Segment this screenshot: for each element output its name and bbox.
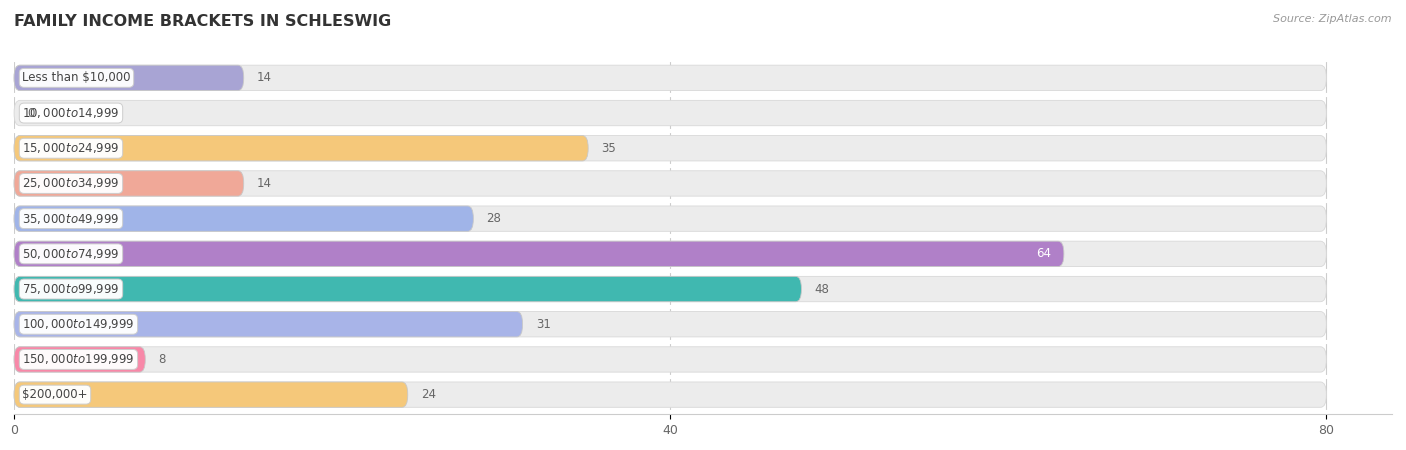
Text: 28: 28 xyxy=(486,212,502,225)
FancyBboxPatch shape xyxy=(14,241,1326,266)
FancyBboxPatch shape xyxy=(14,171,1326,196)
Text: $25,000 to $34,999: $25,000 to $34,999 xyxy=(22,176,120,190)
FancyBboxPatch shape xyxy=(14,311,523,337)
Text: 48: 48 xyxy=(814,283,830,296)
Text: $100,000 to $149,999: $100,000 to $149,999 xyxy=(22,317,135,331)
Text: $75,000 to $99,999: $75,000 to $99,999 xyxy=(22,282,120,296)
FancyBboxPatch shape xyxy=(14,241,1064,266)
FancyBboxPatch shape xyxy=(14,347,1326,372)
Text: $35,000 to $49,999: $35,000 to $49,999 xyxy=(22,212,120,225)
Text: 14: 14 xyxy=(257,177,271,190)
FancyBboxPatch shape xyxy=(14,382,1326,407)
Text: $50,000 to $74,999: $50,000 to $74,999 xyxy=(22,247,120,261)
FancyBboxPatch shape xyxy=(14,100,1326,126)
FancyBboxPatch shape xyxy=(14,206,1326,231)
FancyBboxPatch shape xyxy=(14,135,1326,161)
Text: 64: 64 xyxy=(1036,248,1050,261)
Text: $150,000 to $199,999: $150,000 to $199,999 xyxy=(22,352,135,366)
Text: 0: 0 xyxy=(27,107,35,120)
FancyBboxPatch shape xyxy=(14,311,1326,337)
Text: 35: 35 xyxy=(602,142,616,155)
Text: 8: 8 xyxy=(159,353,166,366)
Text: $10,000 to $14,999: $10,000 to $14,999 xyxy=(22,106,120,120)
Text: 31: 31 xyxy=(536,318,551,331)
FancyBboxPatch shape xyxy=(14,276,801,302)
FancyBboxPatch shape xyxy=(14,276,1326,302)
Text: Source: ZipAtlas.com: Source: ZipAtlas.com xyxy=(1274,14,1392,23)
FancyBboxPatch shape xyxy=(14,65,1326,90)
FancyBboxPatch shape xyxy=(14,206,474,231)
FancyBboxPatch shape xyxy=(14,171,243,196)
Text: $200,000+: $200,000+ xyxy=(22,388,87,401)
Text: 14: 14 xyxy=(257,72,271,84)
Text: FAMILY INCOME BRACKETS IN SCHLESWIG: FAMILY INCOME BRACKETS IN SCHLESWIG xyxy=(14,14,391,28)
FancyBboxPatch shape xyxy=(14,382,408,407)
FancyBboxPatch shape xyxy=(14,65,243,90)
FancyBboxPatch shape xyxy=(14,135,588,161)
FancyBboxPatch shape xyxy=(14,347,145,372)
Text: $15,000 to $24,999: $15,000 to $24,999 xyxy=(22,141,120,155)
Text: Less than $10,000: Less than $10,000 xyxy=(22,72,131,84)
Text: 24: 24 xyxy=(420,388,436,401)
